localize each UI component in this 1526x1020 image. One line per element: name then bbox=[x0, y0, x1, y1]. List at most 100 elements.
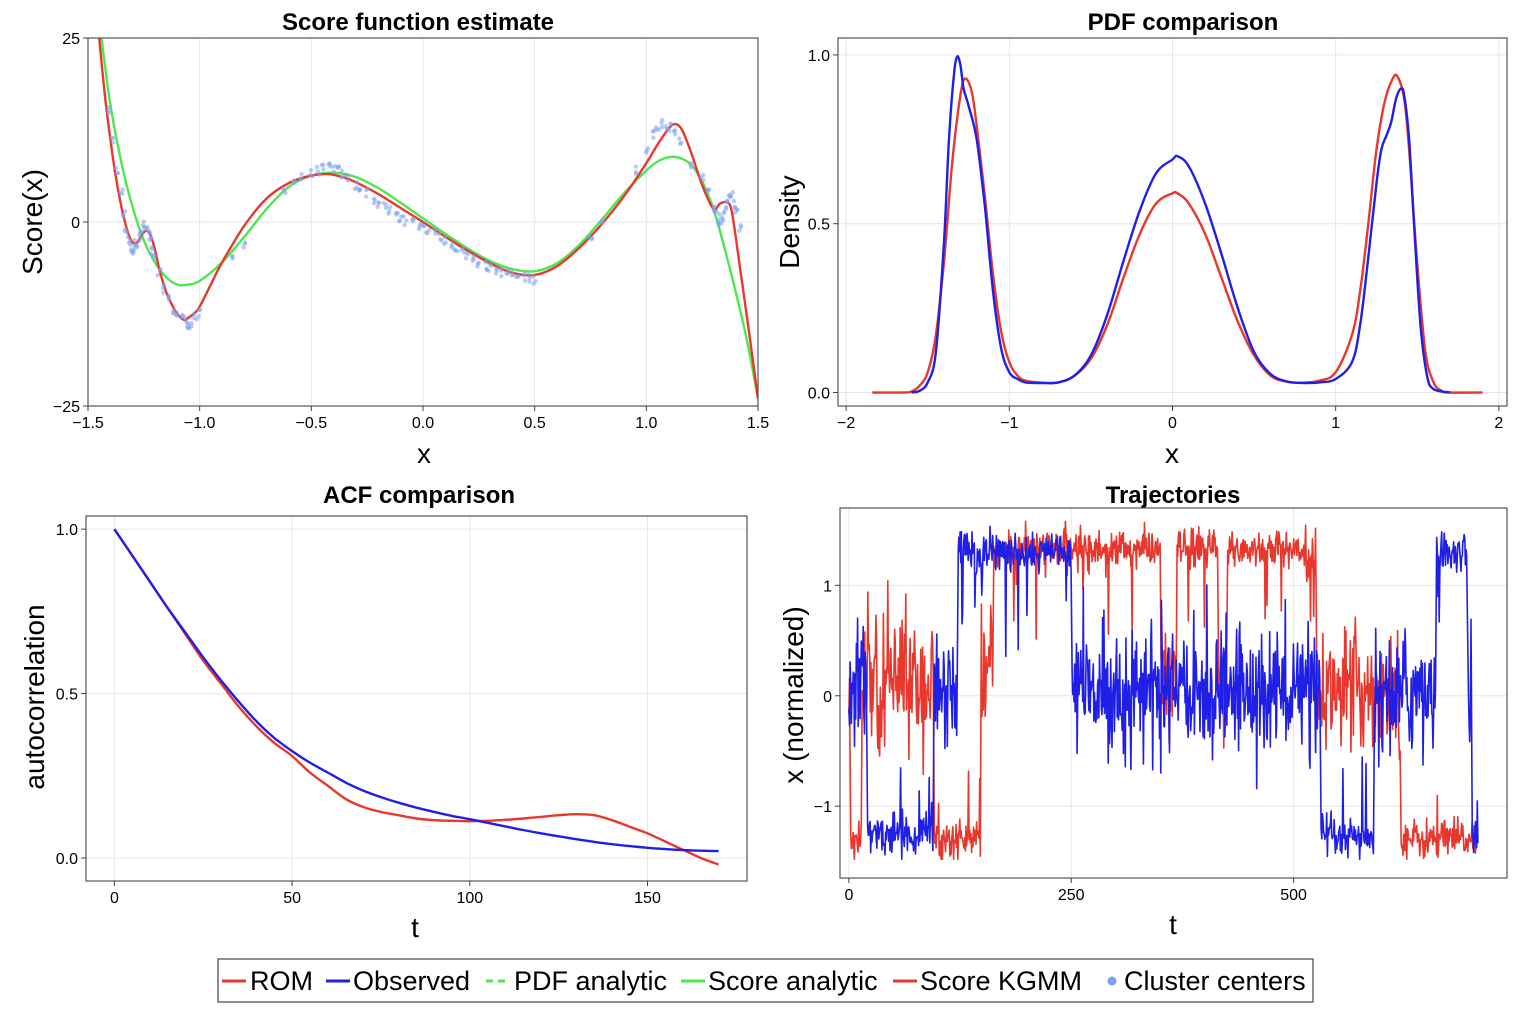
score-point-cluster-centers bbox=[120, 191, 125, 196]
acf-series-observed bbox=[113, 528, 719, 853]
pdf-ytick-label: 1.0 bbox=[808, 48, 830, 65]
score-point-cluster-centers bbox=[731, 198, 737, 204]
score-point-cluster-centers bbox=[645, 146, 651, 151]
score-point-cluster-centers bbox=[331, 169, 337, 175]
acf-chart-xlabel: t bbox=[411, 912, 419, 943]
score-point-cluster-centers bbox=[522, 278, 528, 283]
acf-comparison-panel: ACF comparison t autocorrelation 0 50 100 1… bbox=[19, 482, 748, 943]
trajectories-panel: Trajectories t x (normalized) 0 250 500 −1 0… bbox=[778, 482, 1508, 940]
traj-ytick-label: 1 bbox=[823, 578, 832, 595]
legend-swatch-cluster-centers bbox=[1107, 976, 1117, 986]
acf-xtick-label: 0 bbox=[110, 890, 119, 907]
score-point-cluster-centers bbox=[345, 173, 351, 179]
score-point-cluster-centers bbox=[139, 230, 144, 236]
traj-series-observed bbox=[848, 525, 1479, 860]
score-xtick-label: 1.5 bbox=[747, 415, 769, 432]
score-point-cluster-centers bbox=[166, 297, 172, 302]
score-point-cluster-centers bbox=[650, 129, 656, 134]
score-point-cluster-centers bbox=[121, 213, 126, 218]
score-point-cluster-centers bbox=[633, 171, 639, 177]
score-point-cluster-centers bbox=[189, 320, 194, 326]
score-point-cluster-centers bbox=[659, 124, 665, 130]
score-point-cluster-centers bbox=[483, 260, 488, 265]
score-point-cluster-centers bbox=[128, 242, 133, 247]
score-point-cluster-centers bbox=[291, 179, 296, 185]
score-point-cluster-centers bbox=[299, 171, 304, 177]
score-series-score-analytic bbox=[100, 38, 758, 399]
pdf-ytick-label: 0.0 bbox=[808, 385, 830, 402]
acf-ytick-label: 1.0 bbox=[56, 522, 78, 539]
score-point-cluster-centers bbox=[150, 246, 155, 251]
legend-label-pdf-analytic: PDF analytic bbox=[514, 966, 667, 996]
score-point-cluster-centers bbox=[282, 187, 287, 193]
score-xtick-label: −1.0 bbox=[184, 415, 216, 432]
score-point-cluster-centers bbox=[160, 285, 166, 291]
score-point-cluster-centers bbox=[527, 276, 532, 281]
score-point-cluster-centers bbox=[191, 312, 197, 317]
traj-plot-frame bbox=[839, 507, 1508, 879]
score-point-cluster-centers bbox=[663, 124, 669, 129]
score-point-cluster-centers bbox=[158, 266, 163, 272]
score-point-cluster-centers bbox=[183, 319, 189, 324]
score-point-cluster-centers bbox=[455, 249, 460, 254]
score-point-cluster-centers bbox=[111, 135, 116, 141]
pdf-chart-title: PDF comparison bbox=[1088, 9, 1279, 36]
score-xtick-label: 0.5 bbox=[524, 415, 546, 432]
score-point-cluster-centers bbox=[725, 199, 730, 204]
score-point-cluster-centers bbox=[437, 231, 442, 236]
score-point-cluster-centers bbox=[705, 188, 710, 194]
acf-plot-area bbox=[113, 528, 720, 866]
score-point-cluster-centers bbox=[298, 176, 303, 181]
score-point-cluster-centers bbox=[189, 324, 194, 329]
score-ytick-label: 25 bbox=[62, 31, 80, 48]
score-point-cluster-centers bbox=[527, 279, 532, 284]
score-point-cluster-centers bbox=[120, 187, 125, 192]
score-point-cluster-centers bbox=[676, 136, 682, 141]
score-point-cluster-centers bbox=[700, 172, 706, 178]
score-point-cluster-centers bbox=[668, 122, 674, 127]
acf-xtick-label: 150 bbox=[634, 890, 661, 907]
score-point-cluster-centers bbox=[134, 242, 139, 247]
score-point-cluster-centers bbox=[475, 264, 480, 269]
score-point-cluster-centers bbox=[442, 235, 448, 240]
score-point-cluster-centers bbox=[372, 198, 378, 203]
score-point-cluster-centers bbox=[383, 205, 389, 211]
legend-label-score-analytic: Score analytic bbox=[708, 966, 878, 996]
trajectories-chart-xlabel: t bbox=[1169, 909, 1177, 940]
score-point-cluster-centers bbox=[241, 245, 246, 250]
score-function-panel: Score function estimate x Score(x) −1.5−… bbox=[17, 9, 769, 469]
score-point-cluster-centers bbox=[504, 270, 509, 276]
score-point-cluster-centers bbox=[364, 187, 369, 193]
acf-ytick-label: 0.5 bbox=[56, 687, 78, 704]
score-point-cluster-centers bbox=[383, 202, 389, 207]
score-point-cluster-centers bbox=[410, 216, 415, 222]
score-point-cluster-centers bbox=[701, 178, 706, 183]
score-point-cluster-centers bbox=[166, 293, 172, 298]
score-point-cluster-centers bbox=[716, 211, 722, 217]
traj-xtick-label: 500 bbox=[1280, 887, 1307, 904]
score-point-cluster-centers bbox=[728, 194, 734, 199]
score-point-cluster-centers bbox=[587, 235, 592, 240]
acf-chart-ylabel: autocorrelation bbox=[19, 604, 50, 789]
score-point-cluster-centers bbox=[396, 219, 402, 224]
score-point-cluster-centers bbox=[515, 273, 521, 279]
score-point-cluster-centers bbox=[476, 260, 481, 266]
score-point-cluster-centers bbox=[394, 212, 399, 217]
score-point-cluster-centers bbox=[151, 253, 157, 259]
score-point-cluster-centers bbox=[466, 251, 471, 256]
score-point-cluster-centers bbox=[182, 315, 188, 321]
acf-series-rom bbox=[113, 528, 720, 866]
score-xtick-label: −0.5 bbox=[296, 415, 328, 432]
acf-ytick-label: 0.0 bbox=[56, 851, 78, 868]
score-point-cluster-centers bbox=[315, 169, 320, 174]
score-point-cluster-centers bbox=[723, 204, 729, 210]
score-point-cluster-centers bbox=[308, 168, 314, 173]
score-point-cluster-centers bbox=[132, 237, 137, 243]
score-point-cluster-centers bbox=[113, 165, 119, 171]
score-point-cluster-centers bbox=[131, 249, 136, 255]
score-point-cluster-centers bbox=[425, 231, 430, 236]
score-ytick-label: −25 bbox=[53, 399, 80, 416]
trajectories-chart-ylabel: x (normalized) bbox=[778, 606, 809, 783]
pdf-xtick-label: 0 bbox=[1168, 415, 1177, 432]
